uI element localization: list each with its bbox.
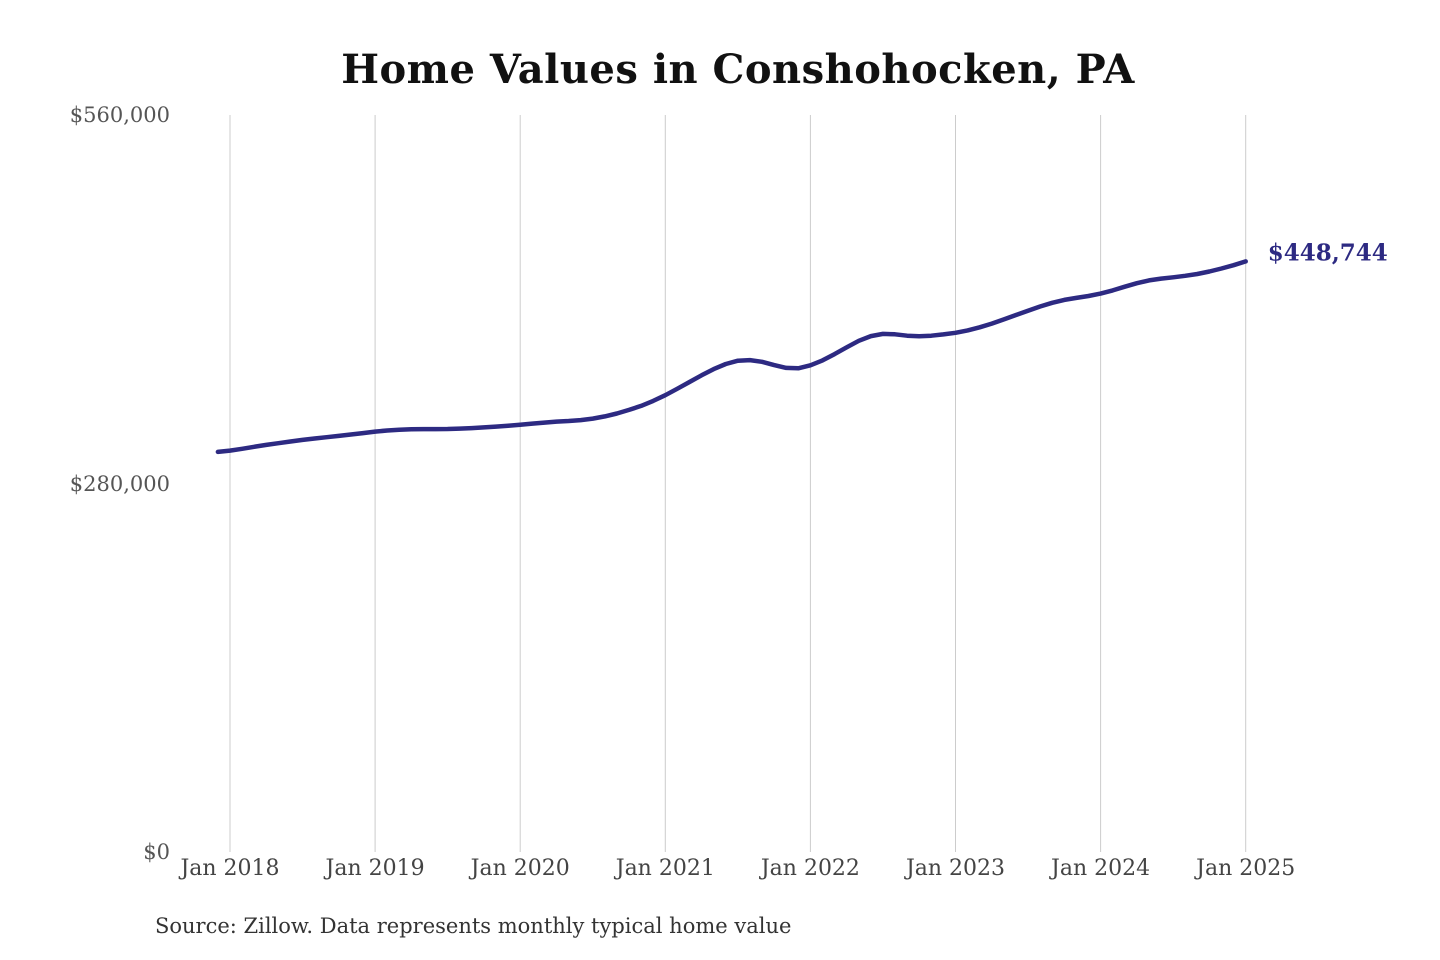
y-axis-tick-label-560000: $560,000 — [69, 103, 170, 127]
chart-title: Home Values in Conshohocken, PA — [341, 46, 1135, 93]
x-axis-tick-label-jan-2022: Jan 2022 — [760, 856, 860, 881]
y-axis-tick-label-280000: $280,000 — [69, 471, 170, 496]
x-axis-tick-label-jan-2023: Jan 2023 — [905, 856, 1006, 881]
source-note: Source: Zillow. Data represents monthly … — [155, 914, 792, 938]
x-axis-tick-label-jan-2018: Jan 2018 — [180, 856, 280, 881]
latest-value-annotation: $448,744 — [1267, 239, 1388, 267]
y-axis-tick-label-0: $0 — [143, 840, 170, 864]
x-axis-tick-label-jan-2020: Jan 2020 — [470, 856, 570, 881]
gridlines — [229, 115, 1247, 852]
x-axis-tick-label-jan-2021: Jan 2021 — [615, 856, 715, 881]
x-axis-tick-label-jan-2025: Jan 2025 — [1196, 856, 1296, 881]
x-axis-tick-label-jan-2024: Jan 2024 — [1051, 856, 1151, 881]
x-axis-tick-label-jan-2019: Jan 2019 — [325, 856, 425, 881]
home-value-line — [215, 259, 1248, 455]
